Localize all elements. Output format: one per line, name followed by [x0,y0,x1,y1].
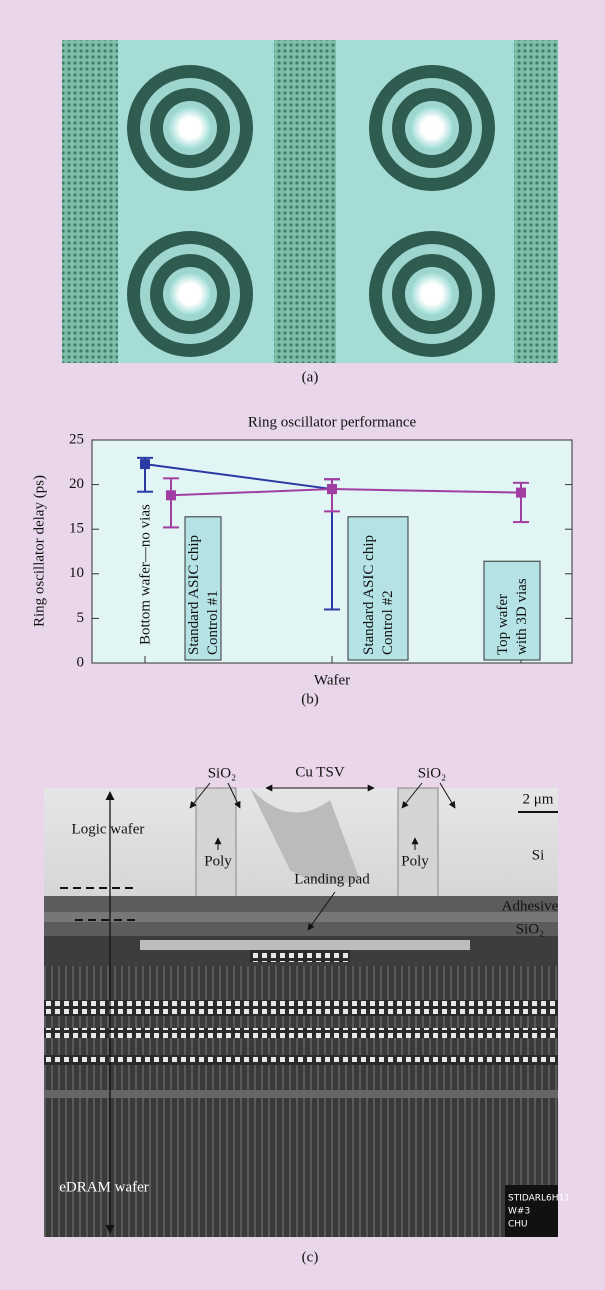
ring [411,107,453,149]
ring [169,273,211,315]
annotation: Top wafer [495,594,511,655]
x-axis-label: Wafer [314,672,350,688]
y-tick-label: 15 [69,521,84,537]
label: Logic wafer [72,821,145,837]
y-tick-label: 0 [77,654,85,670]
annotation: with 3D vias [514,578,530,655]
scale-label: 2 μm [523,791,554,807]
y-tick-label: 5 [77,610,85,626]
annotation: Standard ASIC chip [186,535,202,655]
stamp: STIDARL6H11 [508,1194,570,1204]
y-tick-label: 25 [69,431,84,447]
annotation: Standard ASIC chip [361,535,377,655]
label: eDRAM wafer [59,1179,149,1195]
label: SiO₂ [516,921,545,937]
y-axis-label: Ring oscillator delay (ps) [31,475,47,627]
ring [169,107,211,149]
annotation-box [348,517,408,660]
label: SiO₂ [418,765,447,781]
sem-image [44,783,558,1237]
chart-title: Ring oscillator performance [248,414,417,430]
label: SiO₂ [208,765,237,781]
annotation: Control #2 [380,590,396,655]
label: Cu TSV [295,764,344,780]
label: Poly [204,853,232,869]
annotation: Bottom wafer—no vias [137,504,153,645]
point [327,484,337,494]
point [140,459,150,469]
y-tick-label: 20 [69,476,84,492]
label: Poly [401,853,429,869]
label: Si [532,847,545,863]
figure: (a) Ring oscillator performance Ring osc… [0,0,605,1290]
point [516,488,526,498]
annotation-box [484,561,540,660]
caption: (a) [302,369,319,385]
caption: (c) [302,1249,319,1265]
stamp: W#3 [508,1207,530,1217]
ring [411,273,453,315]
y-tick-label: 10 [69,565,84,581]
label: Adhesive [502,898,559,914]
point [166,490,176,500]
stamp: CHU [508,1220,528,1230]
caption: (b) [301,691,319,707]
micrograph [62,40,558,363]
label: Landing pad [294,871,370,887]
annotation: Control #1 [205,590,221,655]
